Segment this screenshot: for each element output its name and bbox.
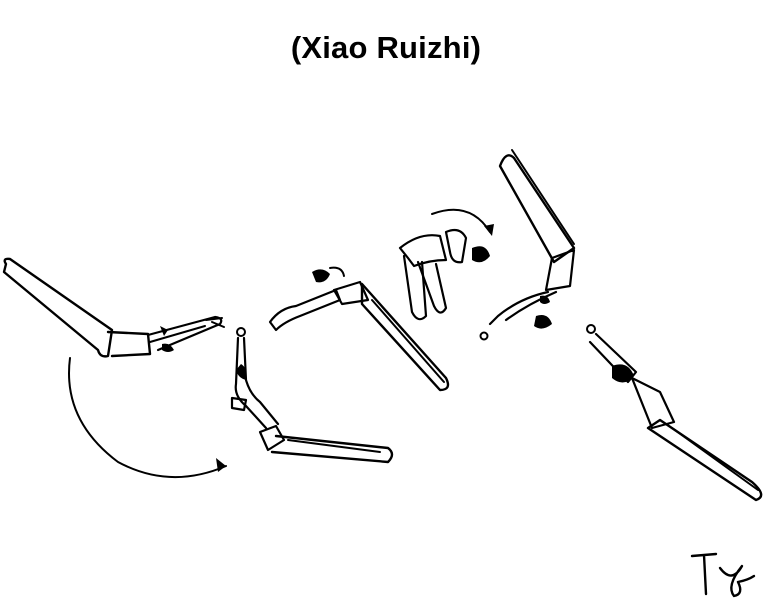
figure-title: (Xiao Ruizhi) — [290, 30, 482, 65]
stroke-phase-5 — [479, 149, 576, 341]
stroke-phase-3 — [268, 266, 450, 392]
stroke-phase-1 — [2, 257, 227, 479]
stroke-phase-4 — [398, 208, 494, 321]
stroke-phase-6 — [586, 324, 763, 502]
stroke-phase-2 — [230, 327, 394, 464]
signature-mark — [690, 552, 756, 598]
